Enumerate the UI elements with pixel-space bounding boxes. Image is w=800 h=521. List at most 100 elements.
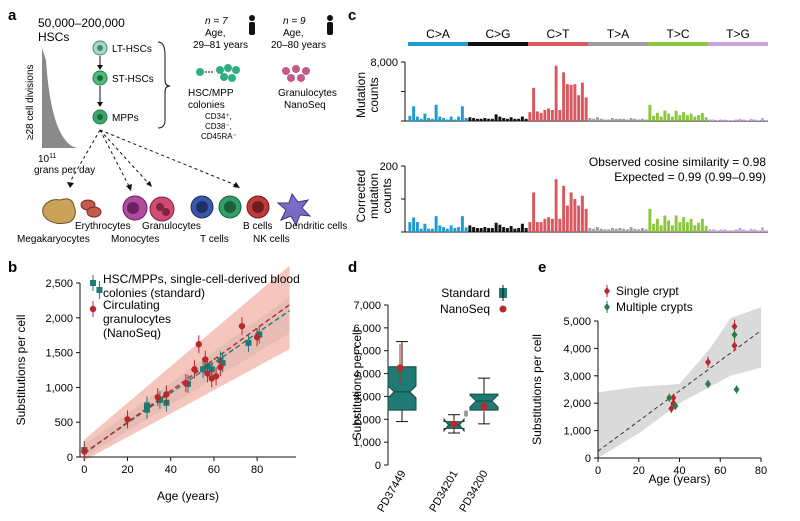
mutation-bar	[565, 205, 569, 232]
granulocyte-dot	[292, 65, 300, 73]
x-tick-label: 20	[121, 464, 133, 476]
panel-a: a 50,000–200,000 HSCs ≥28 cell divisions…	[8, 7, 347, 245]
nanoseq-point	[480, 403, 488, 411]
arrowhead	[146, 181, 152, 187]
category-label: C>G	[485, 27, 510, 41]
mutation-bar	[610, 228, 614, 232]
mutation-bar	[502, 118, 506, 121]
hsc-count: 50,000–200,000	[38, 16, 125, 30]
mutation-bar	[528, 112, 532, 121]
y-tick-label: 3,000	[563, 371, 591, 383]
mutation-bar	[490, 118, 494, 121]
colonies-label-1: HSC/MPP	[188, 88, 234, 99]
data-point-nanoseq	[253, 334, 261, 341]
grans-exp: 11	[49, 153, 56, 160]
mutation-bar	[532, 87, 536, 121]
mutation-bar	[580, 82, 584, 121]
diff-arrow	[99, 129, 131, 189]
mutation-bar	[749, 228, 753, 232]
y-tick-label: 4,000	[563, 343, 591, 355]
x-axis-label: Age (years)	[648, 472, 710, 486]
mutation-bar	[505, 118, 509, 121]
y-tick-label: 5,000	[563, 316, 591, 328]
colony-dot	[216, 66, 224, 74]
mutation-bar	[487, 228, 491, 232]
mutation-bar	[457, 116, 461, 121]
fit-line	[83, 304, 290, 455]
mutation-bar	[430, 228, 434, 232]
mutation-bar	[430, 118, 434, 121]
confidence-band	[598, 307, 761, 458]
mutation-bar	[704, 226, 708, 232]
category-band	[708, 42, 768, 46]
mutation-bar	[723, 229, 727, 232]
st-hsc-nucleus	[97, 75, 103, 81]
mutation-bar	[715, 120, 719, 121]
mutation-bar	[517, 228, 521, 232]
y-axis-label: Substitutions per cell	[350, 330, 364, 441]
mutation-bar	[599, 118, 603, 121]
legend-marker	[89, 305, 97, 313]
data-point-nanoseq	[202, 356, 209, 363]
mutation-bar	[434, 104, 438, 121]
cell-type-monocytes: Monocytes	[111, 234, 159, 245]
mutation-bar	[588, 228, 592, 232]
mutation-bar	[535, 111, 539, 121]
mutation-bar	[757, 120, 761, 121]
cell-type-dendritic: Dendritic cells	[285, 221, 347, 232]
mutation-bar	[734, 119, 738, 121]
legend-label: Standard	[441, 286, 490, 300]
category-band	[468, 42, 528, 46]
mutation-bar	[738, 118, 742, 121]
mutation-bar	[625, 119, 629, 121]
b-legend: HSC/MPPs, single-cell-derived blood colon…	[89, 272, 300, 340]
mutation-bar	[569, 192, 573, 232]
category-band	[648, 42, 708, 46]
mutation-bar	[655, 218, 659, 232]
mutation-bar	[689, 113, 693, 121]
category-label: T>A	[607, 27, 629, 41]
mutation-bar	[565, 84, 569, 121]
marker-cd38: CD38⁻,	[205, 122, 232, 131]
data-point	[672, 401, 679, 410]
mutation-bar	[584, 97, 588, 121]
mutation-bar	[700, 112, 704, 121]
mutation-bar	[727, 230, 731, 232]
mutation-bar	[595, 227, 599, 232]
y-tick-label: 0	[67, 452, 73, 464]
data-point-nanoseq	[195, 341, 202, 348]
arrowhead	[233, 182, 240, 188]
data-point	[705, 358, 712, 367]
x-tick-label: 60	[208, 464, 220, 476]
x-tick-label: 40	[673, 465, 685, 477]
mutation-bar	[524, 118, 528, 121]
mutation-bar	[708, 229, 712, 232]
mutation-bar	[734, 229, 738, 232]
mutation-bar	[562, 185, 566, 232]
confidence-band	[84, 265, 290, 461]
panel-letter-d: d	[348, 259, 357, 276]
mutation-bar	[700, 218, 704, 232]
cohort2-age: Age,	[283, 28, 304, 39]
cohort1-n: n = 7	[205, 16, 228, 27]
mutation-bar	[460, 216, 464, 232]
y-axis-label: Mutationcounts	[354, 72, 381, 118]
x-category-label: PD34201	[427, 469, 460, 515]
grans-per-day: 1011	[38, 153, 56, 165]
mutation-bar	[423, 223, 427, 232]
monocyte-nucleus	[127, 202, 139, 214]
mutation-bar	[532, 192, 536, 232]
colony-dot	[220, 73, 228, 81]
x-tick-label: 80	[251, 464, 263, 476]
category-band	[528, 42, 588, 46]
legend-label-line: granulocytes	[103, 312, 171, 326]
category-label: C>A	[426, 27, 450, 41]
mutation-bar	[633, 118, 637, 121]
mutation-bar	[708, 119, 712, 121]
mutation-bar	[674, 110, 678, 121]
mutation-bar	[610, 118, 614, 121]
dendritic-cell	[276, 192, 312, 227]
mutation-bar	[742, 229, 746, 232]
stage-bracket	[157, 41, 171, 129]
